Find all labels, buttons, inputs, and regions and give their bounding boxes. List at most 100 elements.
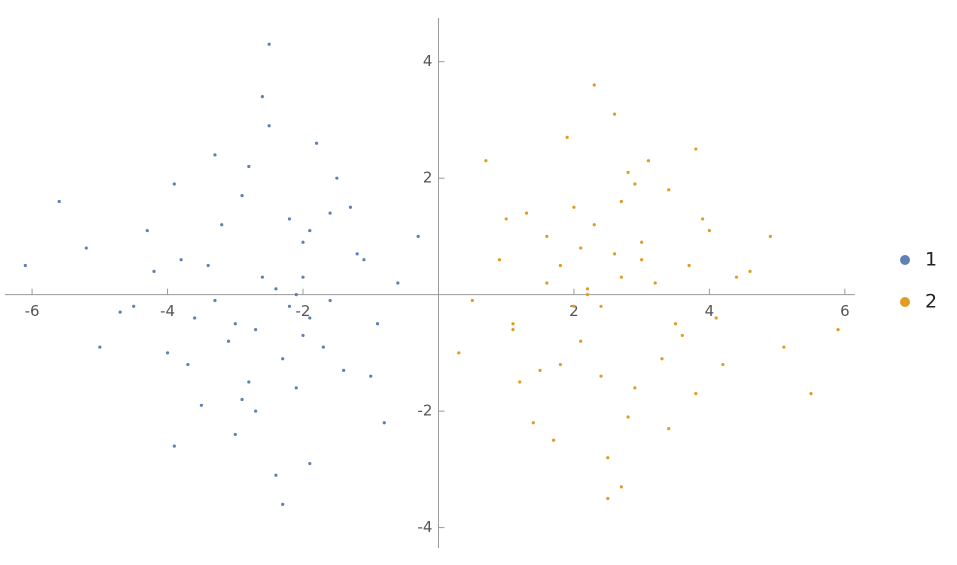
point bbox=[57, 199, 61, 204]
point bbox=[233, 432, 237, 437]
legend-label: 1 bbox=[925, 249, 937, 271]
point bbox=[572, 304, 576, 308]
point bbox=[721, 362, 725, 367]
point bbox=[518, 380, 522, 384]
point bbox=[247, 164, 251, 169]
point bbox=[247, 380, 251, 384]
point bbox=[98, 345, 102, 349]
point bbox=[531, 421, 535, 425]
x-tick-label: -4 bbox=[160, 302, 175, 320]
point bbox=[382, 421, 386, 425]
legend-swatch bbox=[900, 255, 910, 265]
point bbox=[294, 293, 298, 297]
point bbox=[619, 275, 623, 279]
point bbox=[694, 147, 698, 151]
point bbox=[281, 502, 285, 506]
point bbox=[484, 159, 488, 163]
point bbox=[694, 392, 698, 396]
point bbox=[213, 298, 217, 303]
point bbox=[362, 258, 366, 262]
point bbox=[308, 228, 312, 233]
point bbox=[545, 281, 549, 285]
point bbox=[592, 83, 596, 87]
y-tick-label: -2 bbox=[417, 402, 432, 420]
point bbox=[267, 124, 271, 128]
point bbox=[301, 333, 305, 338]
point bbox=[165, 351, 170, 355]
point bbox=[186, 362, 190, 367]
point bbox=[667, 427, 671, 431]
legend-swatch bbox=[900, 297, 910, 307]
point bbox=[660, 357, 664, 361]
point bbox=[416, 234, 420, 239]
point bbox=[653, 281, 657, 285]
point bbox=[199, 403, 204, 407]
x-tick-label: 4 bbox=[705, 302, 715, 320]
x-tick-label: 2 bbox=[569, 302, 579, 320]
point bbox=[152, 269, 156, 273]
point bbox=[396, 281, 400, 285]
point bbox=[836, 327, 840, 332]
point bbox=[287, 304, 292, 308]
point bbox=[84, 246, 88, 250]
point bbox=[585, 287, 590, 291]
y-tick-label: 4 bbox=[423, 52, 433, 70]
point bbox=[545, 234, 549, 239]
point bbox=[524, 211, 529, 215]
point bbox=[240, 194, 244, 198]
point bbox=[240, 397, 244, 402]
point bbox=[23, 263, 27, 268]
point bbox=[301, 275, 305, 279]
point bbox=[145, 228, 149, 233]
point bbox=[253, 327, 258, 332]
point bbox=[504, 217, 508, 221]
point bbox=[552, 438, 556, 442]
point bbox=[301, 240, 305, 244]
point bbox=[308, 461, 312, 466]
point bbox=[457, 351, 461, 355]
point bbox=[599, 304, 603, 308]
point bbox=[707, 228, 711, 233]
point bbox=[497, 258, 502, 262]
x-tick-label: -2 bbox=[296, 302, 311, 320]
point bbox=[782, 345, 786, 349]
point bbox=[612, 252, 617, 256]
point bbox=[274, 473, 278, 477]
point bbox=[274, 287, 278, 291]
point bbox=[314, 141, 319, 145]
point bbox=[321, 345, 325, 349]
point bbox=[612, 112, 617, 116]
point bbox=[565, 135, 569, 139]
point bbox=[308, 316, 312, 320]
point bbox=[748, 269, 752, 273]
point bbox=[572, 205, 576, 209]
legend-label: 2 bbox=[925, 291, 937, 313]
point bbox=[172, 182, 176, 186]
point bbox=[579, 246, 583, 250]
point bbox=[335, 176, 339, 180]
point bbox=[619, 199, 623, 204]
point bbox=[342, 368, 346, 372]
y-tick-label: 2 bbox=[423, 169, 433, 187]
point bbox=[646, 159, 651, 163]
point bbox=[640, 258, 644, 262]
point bbox=[233, 322, 237, 326]
point bbox=[369, 374, 373, 378]
point bbox=[375, 322, 380, 326]
point bbox=[633, 386, 637, 390]
point bbox=[538, 368, 542, 372]
point bbox=[511, 327, 515, 332]
point bbox=[132, 304, 136, 308]
point bbox=[585, 293, 590, 297]
point bbox=[118, 310, 122, 314]
point bbox=[687, 263, 691, 268]
point bbox=[606, 496, 610, 501]
point bbox=[579, 339, 583, 343]
point bbox=[626, 170, 630, 174]
point bbox=[253, 409, 258, 413]
point bbox=[220, 223, 224, 227]
point bbox=[260, 95, 264, 99]
point bbox=[734, 275, 739, 279]
point bbox=[287, 217, 292, 221]
point bbox=[809, 392, 813, 396]
